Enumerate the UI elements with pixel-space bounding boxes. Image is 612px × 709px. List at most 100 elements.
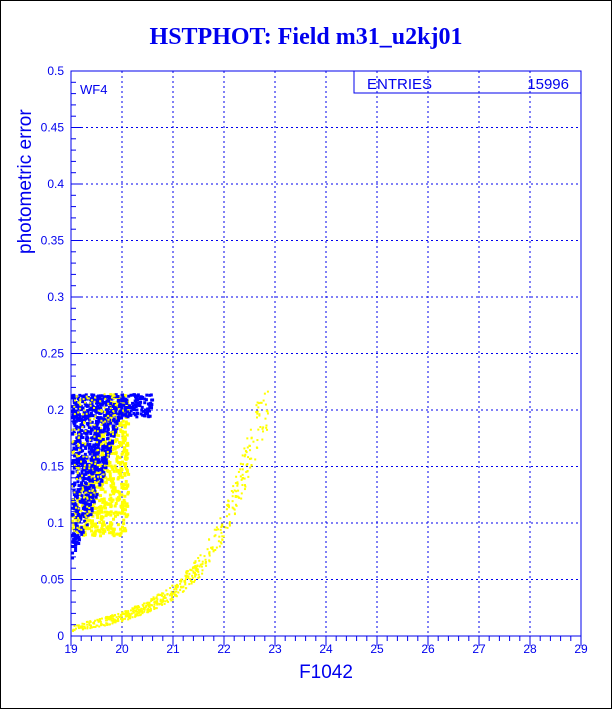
yellow-point (237, 489, 240, 492)
yellow-point (115, 401, 119, 405)
blue-point (124, 412, 128, 416)
yellow-point (77, 442, 80, 445)
yellow-point (88, 489, 91, 492)
yellow-point (121, 419, 125, 423)
blue-point (104, 459, 108, 463)
yellow-point (78, 497, 81, 500)
yellow-point (120, 620, 123, 623)
blue-point (89, 407, 93, 411)
yellow-point (258, 414, 261, 417)
yellow-point (109, 618, 112, 621)
blue-point (103, 423, 107, 427)
blue-point (94, 495, 98, 499)
blue-point (77, 541, 81, 545)
y-tick-label: 0.3 (47, 290, 64, 304)
yellow-point (84, 491, 87, 494)
yellow-point (190, 582, 193, 585)
yellow-point (89, 420, 92, 423)
yellow-point (241, 454, 244, 457)
blue-point (110, 409, 114, 413)
yellow-point (86, 519, 89, 522)
blue-point (138, 397, 142, 401)
yellow-point (109, 502, 113, 506)
blue-point (80, 481, 84, 485)
blue-point (81, 400, 85, 404)
blue-point (95, 410, 99, 414)
yellow-point (96, 516, 100, 520)
yellow-point (125, 514, 129, 518)
yellow-point (143, 602, 146, 605)
yellow-point (135, 613, 138, 616)
yellow-point (114, 619, 117, 622)
yellow-point (116, 477, 120, 481)
yellow-point (123, 456, 127, 460)
yellow-point (133, 609, 136, 612)
blue-point (106, 436, 110, 440)
yellow-point (266, 428, 269, 431)
yellow-point (162, 600, 165, 603)
blue-point (80, 513, 84, 517)
yellow-point (74, 433, 77, 436)
blue-point (121, 413, 125, 417)
yellow-point (87, 511, 91, 515)
blue-point (77, 535, 81, 539)
blue-point (71, 556, 75, 560)
yellow-point (104, 397, 107, 400)
yellow-point (93, 524, 97, 528)
blue-point (93, 489, 97, 493)
yellow-point (103, 506, 107, 510)
yellow-point (119, 531, 123, 535)
yellow-point (184, 587, 187, 590)
yellow-point (180, 586, 183, 589)
yellow-point (115, 532, 119, 536)
yellow-point (143, 607, 146, 610)
yellow-point (88, 506, 91, 509)
blue-point (75, 527, 79, 531)
yellow-point (126, 614, 129, 617)
yellow-point (102, 453, 106, 457)
blue-point (99, 476, 103, 480)
blue-point (74, 440, 78, 444)
yellow-point (88, 623, 91, 626)
y-tick-label: 0.15 (41, 460, 65, 474)
yellow-point (100, 419, 103, 422)
blue-point (86, 430, 90, 434)
yellow-point (184, 581, 187, 584)
yellow-point (117, 511, 121, 515)
blue-point (114, 393, 118, 397)
blue-point (72, 537, 76, 541)
blue-point (90, 393, 94, 397)
yellow-point (161, 592, 164, 595)
yellow-point (234, 503, 237, 506)
yellow-point (103, 406, 106, 409)
yellow-point (185, 576, 188, 579)
yellow-point (118, 470, 122, 474)
blue-point (101, 419, 105, 423)
blue-point (145, 409, 149, 413)
yellow-point (192, 570, 195, 573)
yellow-point (148, 606, 151, 609)
yellow-point (122, 441, 126, 445)
yellow-point (73, 628, 76, 631)
yellow-point (102, 434, 106, 438)
blue-point (79, 404, 83, 408)
yellow-point (106, 456, 109, 459)
yellow-point (101, 522, 105, 526)
yellow-point (262, 399, 265, 402)
blue-point (79, 515, 83, 519)
yellow-point (196, 564, 199, 567)
blue-point (105, 430, 109, 434)
blue-point (72, 540, 76, 544)
yellow-point (93, 456, 96, 459)
blue-point (106, 394, 110, 398)
yellow-point (110, 396, 113, 399)
blue-point (82, 501, 86, 505)
yellow-point (121, 502, 125, 506)
blue-point (75, 510, 79, 514)
yellow-point (232, 491, 235, 494)
yellow-point (99, 515, 103, 519)
yellow-point (114, 510, 118, 514)
blue-point (117, 398, 121, 402)
yellow-point (133, 605, 136, 608)
